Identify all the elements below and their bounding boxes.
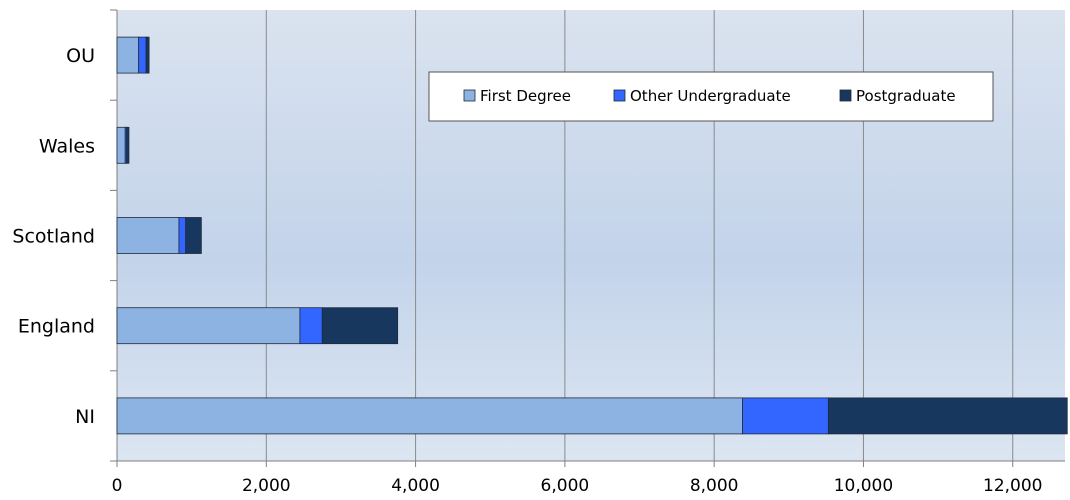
tick-labels: OU Wales Scotland England NI 0 2,000 4,000 6,000… [12, 45, 1042, 496]
category-label: NI [75, 406, 95, 428]
category-label: England [18, 316, 95, 338]
legend-label: Postgraduate [856, 87, 956, 105]
bar-scotland-postgraduate [185, 217, 202, 254]
bar-ni-first-degree [116, 397, 743, 435]
x-tick-label: 10,000 [834, 476, 893, 496]
bar-wales-first-degree [116, 126, 126, 164]
legend: First Degree Other Undergraduate Postgradu… [428, 71, 994, 122]
x-tick-label: 12,000 [983, 476, 1042, 496]
legend-label: Other Undergraduate [630, 87, 791, 105]
x-tick-label: 6,000 [541, 476, 590, 496]
category-label: Scotland [12, 226, 95, 248]
bar-wales-postgraduate [126, 126, 130, 164]
bars [116, 36, 1068, 435]
x-tick-label: 8,000 [690, 476, 739, 496]
bar-ou-postgraduate [145, 36, 150, 74]
category-label: OU [66, 45, 95, 67]
x-tick-label: 2,000 [242, 476, 291, 496]
bar-england-first-degree [116, 307, 301, 345]
legend-swatch [463, 89, 476, 102]
legend-label: First Degree [480, 87, 571, 105]
legend-box [428, 71, 994, 122]
bar-england-other-undergraduate [299, 307, 323, 345]
bar-ou-other-undergraduate [138, 36, 147, 74]
bar-ni-other-undergraduate [742, 397, 829, 435]
x-tick-label: 0 [112, 476, 123, 496]
legend-swatch [839, 89, 852, 102]
bar-ou-first-degree [116, 36, 140, 74]
bar-scotland-first-degree [116, 217, 180, 254]
bar-england-postgraduate [321, 307, 399, 345]
legend-swatch [613, 89, 626, 102]
x-tick-label: 4,000 [391, 476, 440, 496]
category-label: Wales [39, 135, 95, 157]
bar-scotland-other-undergraduate [178, 217, 187, 254]
bar-ni-postgraduate [827, 397, 1068, 435]
